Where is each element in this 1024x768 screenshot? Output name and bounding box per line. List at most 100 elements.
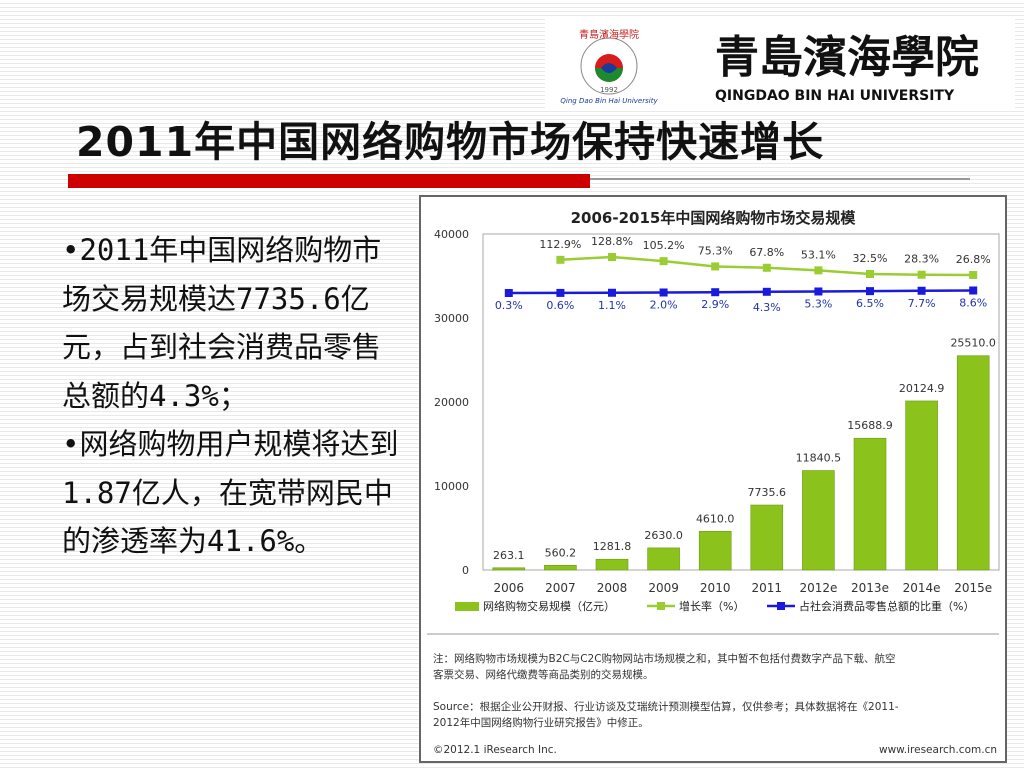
growth-rate-point (659, 257, 668, 266)
logo-english-name: QINGDAO BIN HAI UNIVERSITY (715, 88, 955, 104)
growth-rate-label: 75.3% (698, 244, 733, 257)
retail-share-line (508, 289, 974, 295)
growth-rate-label: 28.3% (904, 253, 939, 266)
growth-rate-label: 112.9% (539, 238, 581, 251)
bar-value-label: 1281.8 (593, 540, 632, 553)
bar-2007 (544, 564, 577, 571)
bar-value-label: 11840.5 (796, 452, 842, 465)
bar-value-label: 560.2 (545, 546, 577, 559)
x-tick-label: 2015e (954, 581, 992, 595)
retail-share-point (917, 286, 926, 295)
y-tick-label: 20000 (434, 396, 469, 409)
legend-growth-label: 增长率（%） (679, 599, 744, 613)
logo-graphic: 青島濱海學院 1992 Qing Dao Bin Hai University … (560, 28, 979, 105)
x-tick-label: 2014e (903, 581, 941, 595)
bullet-item-1: •2011年中国网络购物市场交易规模达7735.6亿元，占到社会消费品零售总额的… (62, 233, 382, 413)
retail-share-point (504, 289, 513, 297)
growth-rate-point (762, 263, 771, 272)
bar-2008 (595, 558, 629, 571)
retail-share-point (556, 288, 565, 297)
growth-rate-label: 53.1% (801, 248, 836, 261)
title-rule (590, 178, 970, 180)
x-tick-label: 2006 (494, 581, 525, 595)
chart-title: 2006-2015年中国网络购物市场交易规模 (571, 209, 857, 227)
bar-value-label: 20124.9 (899, 382, 945, 395)
logo-seal-icon: 青島濱海學院 1992 Qing Dao Bin Hai University (560, 28, 658, 105)
growth-rate-point (814, 266, 823, 275)
bar-value-label: 7735.6 (748, 486, 787, 499)
retail-share-label: 2.9% (701, 298, 729, 311)
university-logo: 青島濱海學院 1992 Qing Dao Bin Hai University … (545, 16, 1015, 108)
retail-share-label: 8.6% (959, 297, 987, 310)
bar-value-label: 263.1 (493, 549, 525, 562)
growth-rate-label: 105.2% (643, 239, 685, 252)
chart-source-line-2: 2012年中国网络购物行业研究报告》中修正。 (433, 716, 649, 729)
growth-rate-label: 67.8% (749, 246, 784, 259)
bar-value-label: 2630.0 (644, 529, 683, 542)
x-tick-label: 2008 (597, 581, 628, 595)
growth-rate-point (917, 270, 926, 279)
title-underline (68, 174, 590, 188)
growth-rate-point (711, 262, 720, 271)
seal-english: Qing Dao Bin Hai University (560, 97, 658, 105)
bar-2006 (492, 567, 526, 571)
bar-value-label: 4610.0 (696, 512, 735, 525)
retail-share-point (866, 287, 874, 296)
x-tick-label: 2009 (648, 581, 679, 595)
x-tick-label: 2007 (545, 581, 576, 595)
bar-value-label: 25510.0 (950, 337, 996, 350)
y-tick-label: 40000 (434, 228, 469, 241)
chart-panel: 2006-2015年中国网络购物市场交易规模 40000 30000 20000 10… (419, 195, 1007, 763)
retail-share-point (608, 288, 616, 297)
x-tick-label: 2011 (752, 581, 783, 595)
retail-share-point (659, 288, 668, 297)
growth-rate-label: 128.8% (591, 235, 633, 248)
bar-2010 (698, 530, 732, 571)
bar-2011 (750, 504, 784, 571)
growth-rate-label: 32.5% (853, 252, 888, 265)
chart-source-line-1: Source：根据企业公开财报、行业访谈及艾瑞统计预测模型估算，仅供参考；具体数… (433, 700, 899, 713)
retail-share-label: 6.5% (856, 297, 884, 310)
legend-share-marker (777, 602, 785, 610)
y-tick-label: 30000 (434, 312, 469, 325)
growth-rate-point (608, 253, 616, 261)
y-tick-label: 10000 (434, 480, 469, 493)
retail-share-label: 5.3% (804, 297, 832, 310)
growth-rate-label: 26.8% (956, 253, 991, 266)
chart-lines: 112.9% 128.8% 105.2% 75.3% 67.8% 53.1% 32.5% 28… (495, 235, 991, 314)
retail-share-label: 0.3% (495, 299, 523, 312)
chart-copyright: ©2012.1 iResearch Inc. (433, 744, 557, 756)
retail-share-point (711, 288, 720, 297)
y-tick-label: 0 (462, 564, 469, 577)
bar-2012e (802, 470, 835, 571)
seal-year: 1992 (600, 86, 618, 94)
bullet-list: •2011年中国网络购物市场交易规模达7735.6亿元，占到社会消费品零售总额的… (62, 226, 407, 566)
bar-2013e (853, 437, 887, 571)
chart-website: www.iresearch.com.cn (879, 744, 997, 756)
chart-legend: 网络购物交易规模（亿元） 增长率（%） 占社会消费品零售总额的比重（%） (455, 599, 974, 613)
legend-bar-label: 网络购物交易规模（亿元） (483, 599, 615, 613)
logo-chinese-name: 青島濱海學院 (715, 32, 979, 83)
legend-bar-swatch (455, 602, 479, 611)
chart-note-line-2: 客票交易、网络代缴费等商品类别的交易规模。 (433, 668, 654, 681)
retail-share-label: 7.7% (908, 297, 936, 310)
chart-svg: 2006-2015年中国网络购物市场交易规模 40000 30000 20000 10… (427, 209, 1000, 756)
legend-share-label: 占社会消费品零售总额的比重（%） (799, 599, 974, 613)
growth-rate-point (556, 255, 565, 264)
slide-title: 2011年中国网络购物市场保持快速增长 (76, 118, 825, 166)
retail-share-label: 1.1% (598, 299, 626, 312)
bar-2009 (647, 547, 680, 571)
chart-axes: 40000 30000 20000 10000 0 2006 2007 2008 2009 201… (434, 228, 1000, 595)
plot-area-frame (482, 233, 1000, 571)
retail-share-label: 2.0% (650, 298, 678, 311)
bar-2014e (905, 400, 938, 571)
x-tick-label: 2012e (799, 581, 837, 595)
chart-note-line-1: 注：网络购物市场规模为B2C与C2C购物网站市场规模之和，其中暂不包括付费数字产… (433, 652, 896, 665)
bar-value-label: 15688.9 (847, 419, 893, 432)
retail-share-point (814, 287, 823, 296)
x-tick-label: 2010 (700, 581, 731, 595)
bullet-item-2: •网络购物用户规模将达到1.87亿人，在宽带网民中的渗透率为41.6%。 (62, 427, 399, 558)
bar-2015e (956, 355, 990, 571)
retail-share-label: 0.6% (546, 299, 574, 312)
retail-share-point (969, 286, 978, 295)
